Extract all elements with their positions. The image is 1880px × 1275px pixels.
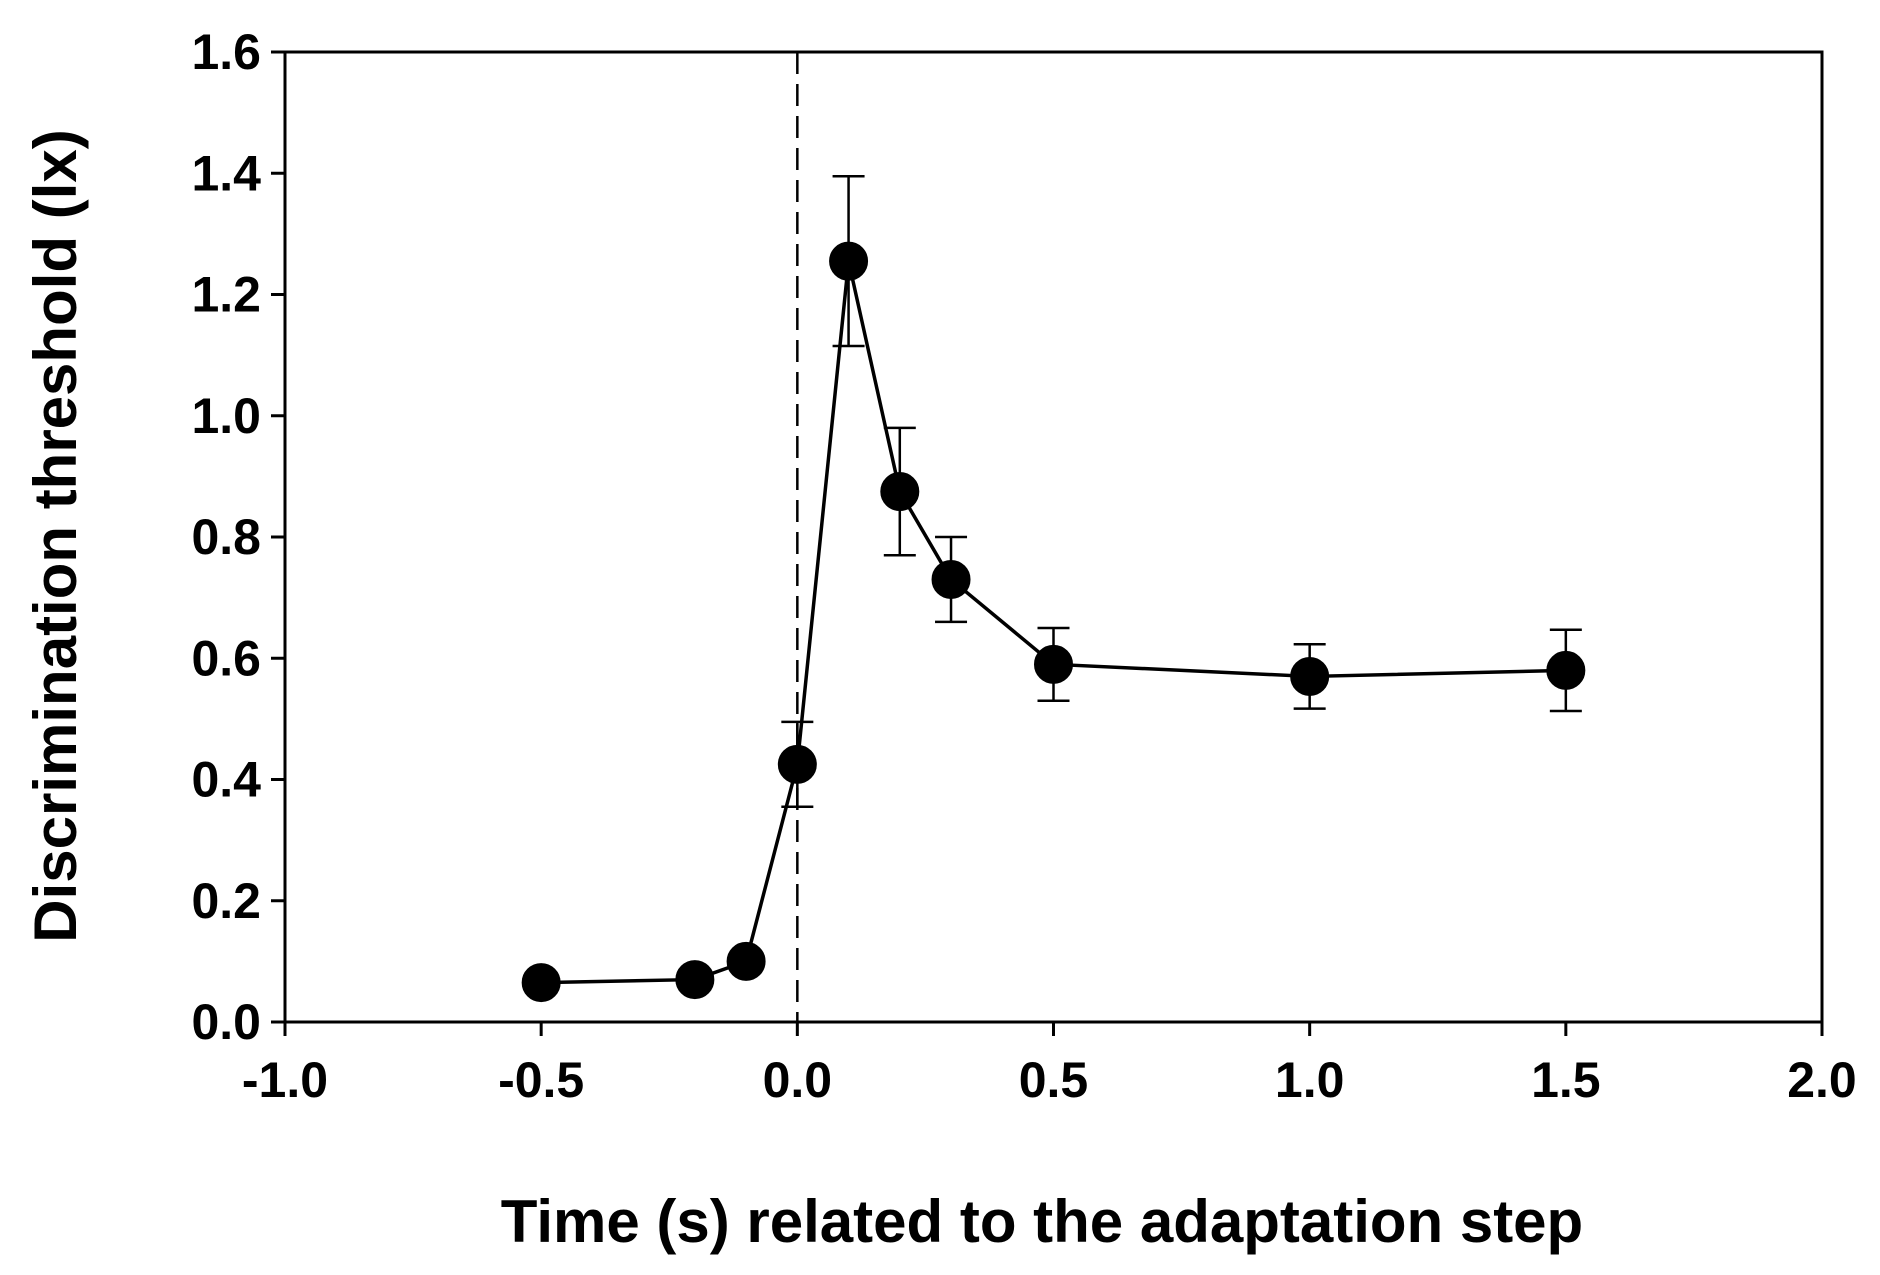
y-tick-label: 1.4 bbox=[191, 145, 261, 201]
y-tick-label: 0.4 bbox=[191, 752, 261, 808]
series-line bbox=[541, 259, 1566, 985]
data-point bbox=[1546, 650, 1586, 690]
data-point bbox=[1034, 644, 1073, 684]
x-tick-label: -0.5 bbox=[498, 1052, 584, 1108]
x-axis-title: Time (s) related to the adaptation step bbox=[501, 1188, 1583, 1255]
x-tick-label: 1.5 bbox=[1531, 1052, 1601, 1108]
axes bbox=[271, 50, 1824, 1036]
x-tick-label: 1.0 bbox=[1275, 1052, 1345, 1108]
y-tick-label: 1.2 bbox=[191, 267, 261, 323]
y-tick-label: 0.2 bbox=[191, 873, 261, 929]
tick-labels: 0.0 0.2 0.4 0.6 0.8 1.0 1.2 1.4 1.6 -1.0 -0.5 0.0 0.… bbox=[191, 24, 1856, 1108]
x-tick-label: 0.5 bbox=[1019, 1052, 1089, 1108]
y-tick-label: 0.0 bbox=[191, 994, 261, 1050]
data-point bbox=[880, 472, 920, 512]
y-axis-title: Discrimination threshold (lx) bbox=[22, 129, 89, 942]
y-tick-label: 0.8 bbox=[191, 509, 261, 565]
x-tick-label: -1.0 bbox=[242, 1052, 328, 1108]
data-point bbox=[1290, 656, 1330, 696]
y-tick-label: 0.6 bbox=[191, 630, 261, 686]
data-point bbox=[675, 960, 715, 1000]
x-tick-label: 2.0 bbox=[1787, 1052, 1857, 1108]
data-point bbox=[521, 963, 561, 1003]
series-group bbox=[521, 175, 1586, 1003]
data-point bbox=[777, 744, 817, 784]
data-point bbox=[931, 559, 971, 599]
data-point bbox=[829, 241, 869, 281]
y-tick-label: 1.0 bbox=[191, 388, 261, 444]
y-tick-label: 1.6 bbox=[191, 24, 261, 80]
data-point bbox=[726, 941, 766, 981]
x-tick-label: 0.0 bbox=[763, 1052, 833, 1108]
